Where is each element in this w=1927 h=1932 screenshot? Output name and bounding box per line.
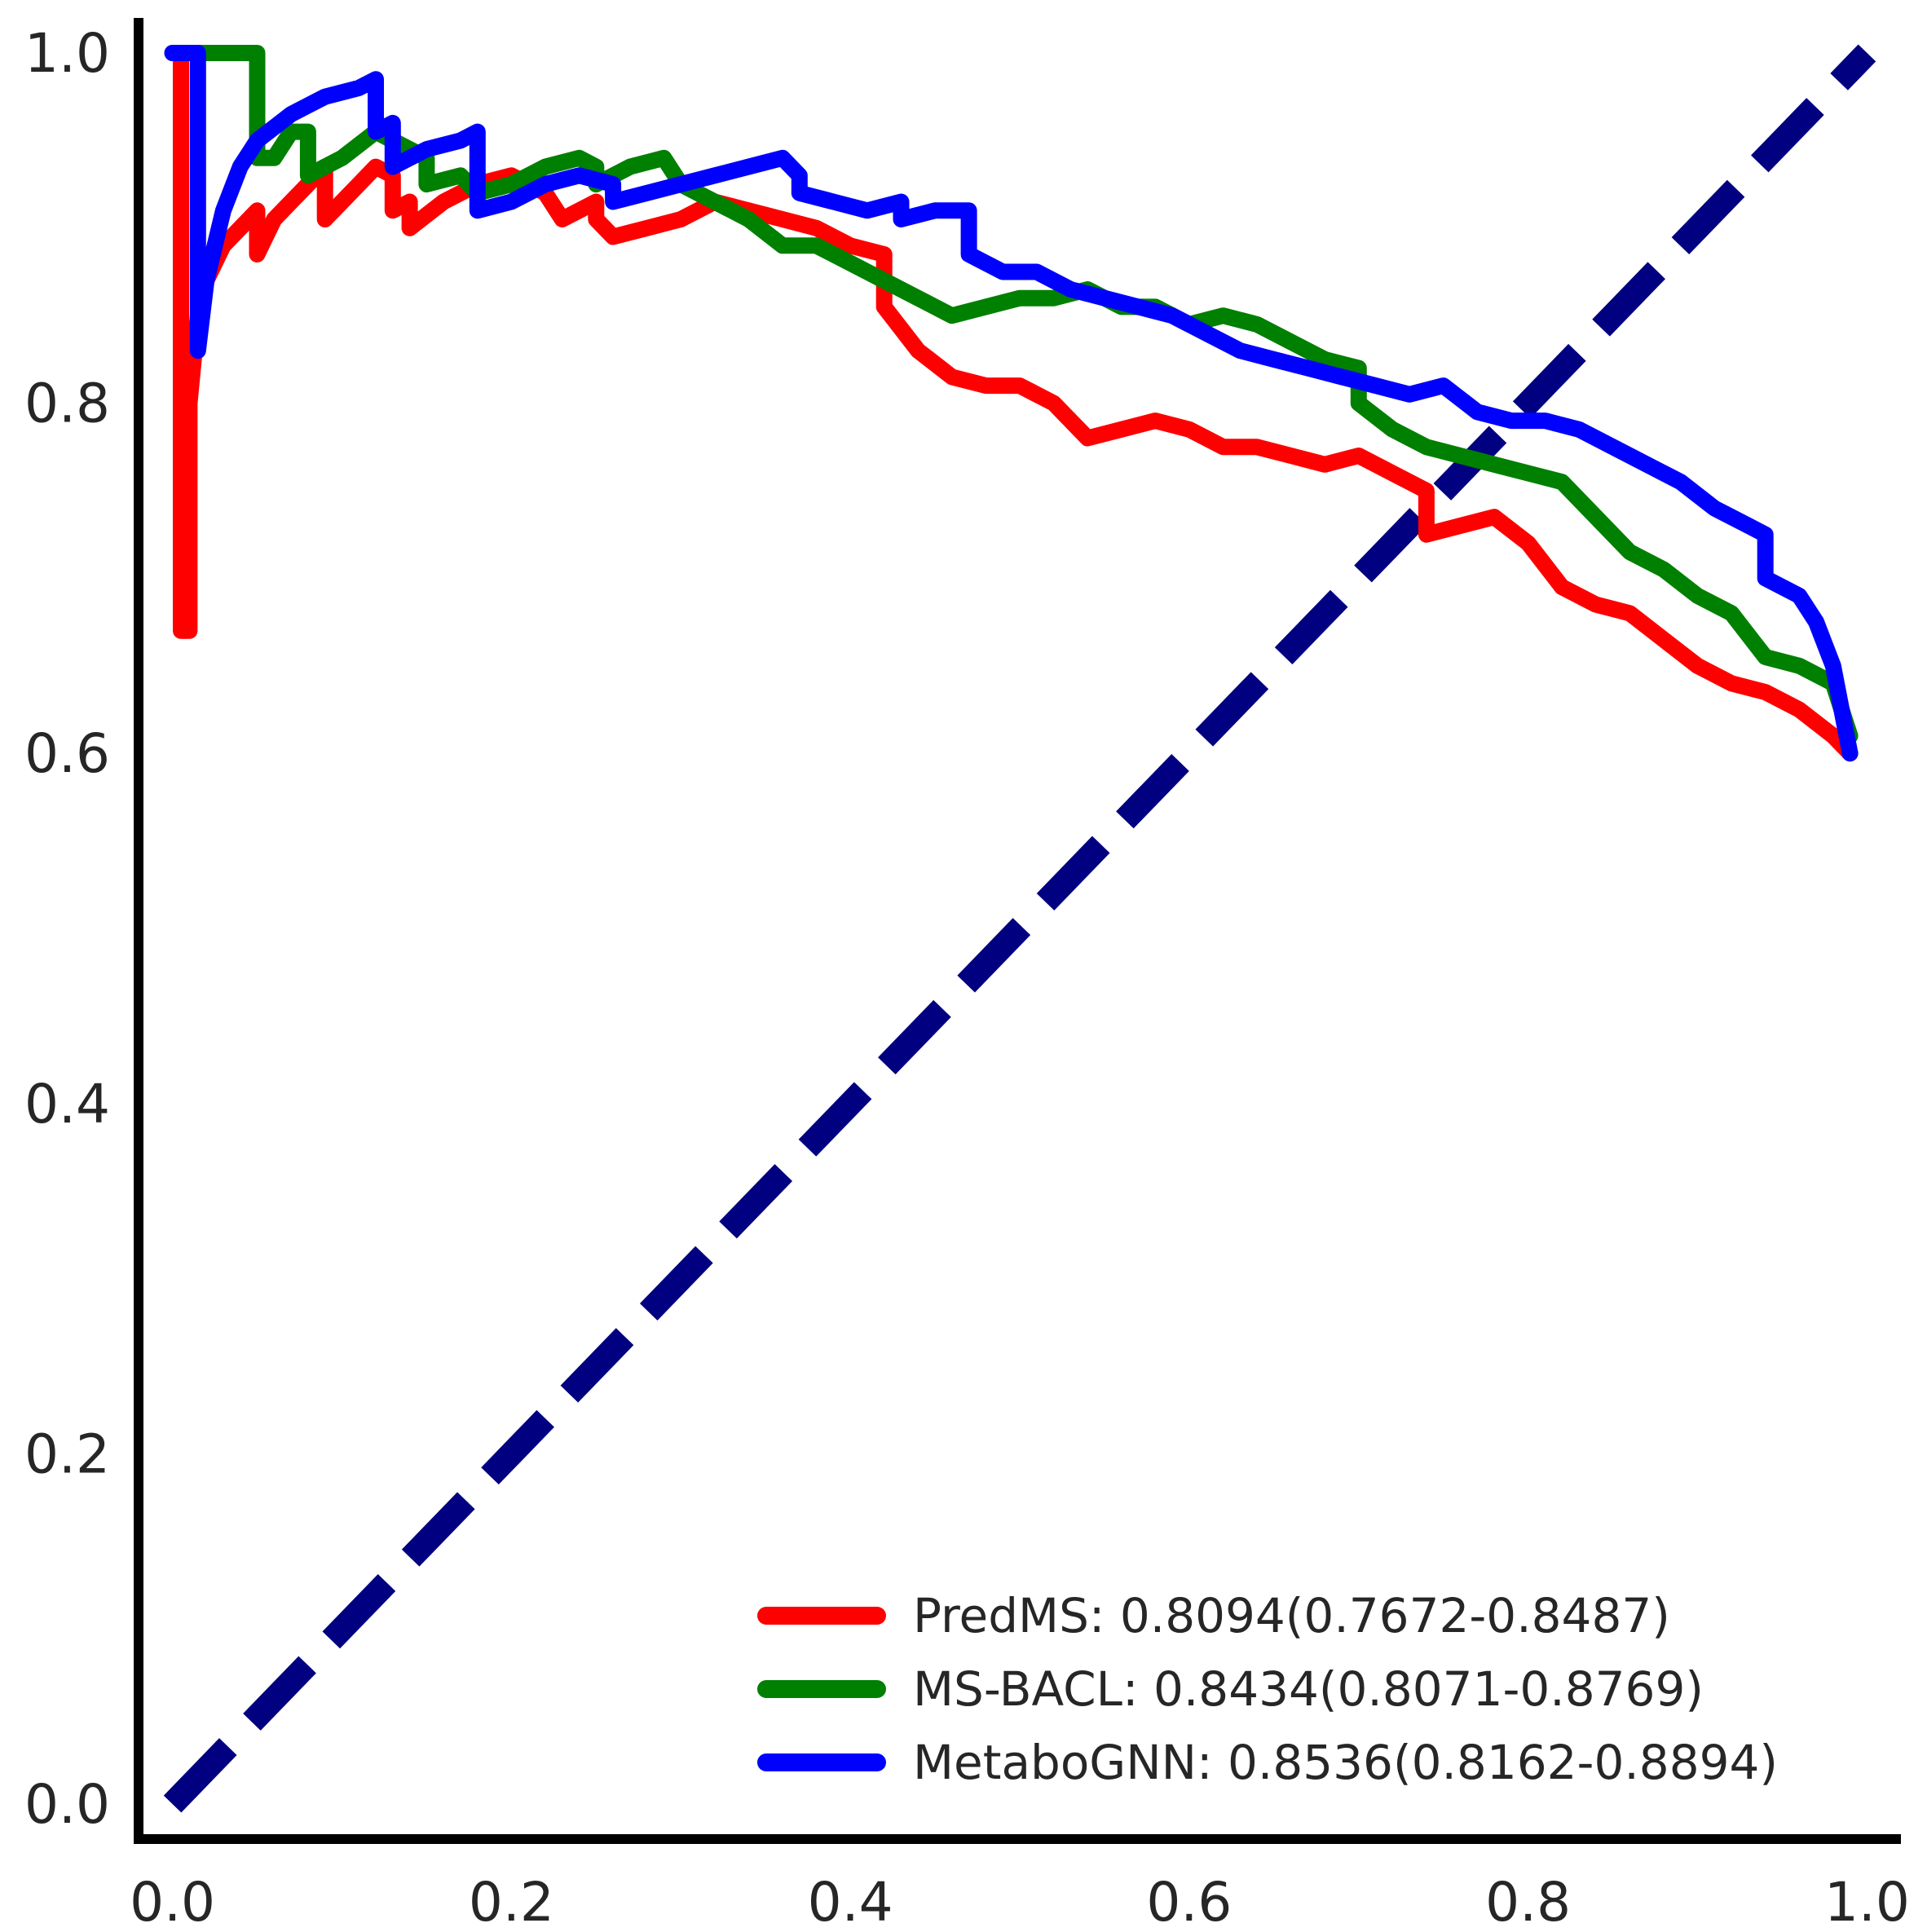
y-tick-labels: 0.0 0.2 0.4 0.6 0.8 1.0	[24, 22, 110, 1836]
y-tick-label: 1.0	[24, 22, 110, 85]
series-layer	[164, 45, 1859, 762]
y-tick-label: 0.6	[24, 722, 110, 785]
x-tick-label: 0.6	[1146, 1871, 1232, 1932]
x-tick-label: 0.8	[1485, 1871, 1571, 1932]
x-tick-label: 0.2	[469, 1871, 554, 1932]
y-tick-label: 0.8	[24, 373, 110, 435]
y-tick-label: 0.2	[24, 1423, 110, 1485]
y-tick-label: 0.4	[24, 1073, 110, 1136]
x-tick-label: 0.0	[130, 1871, 215, 1932]
y-tick-label: 0.0	[24, 1773, 110, 1836]
legend: PredMS: 0.8094(0.7672-0.8487) MS-BACL: 0.…	[757, 1588, 1778, 1790]
plot-area	[163, 44, 1876, 1813]
series-line-0	[164, 45, 1859, 762]
x-tick-label: 0.4	[808, 1871, 893, 1932]
diagonal-reference-line	[163, 44, 1876, 1813]
x-tick-label: 1.0	[1824, 1871, 1910, 1932]
series-line-2	[164, 45, 1859, 762]
legend-label-1: MS-BACL: 0.8434(0.8071-0.8769)	[913, 1661, 1704, 1717]
legend-label-2: MetaboGNN: 0.8536(0.8162-0.8894)	[913, 1735, 1778, 1790]
reference-line-layer	[163, 44, 1876, 1813]
legend-label-0: PredMS: 0.8094(0.7672-0.8487)	[913, 1588, 1670, 1643]
x-tick-labels: 0.0 0.2 0.4 0.6 0.8 1.0	[130, 1871, 1910, 1932]
